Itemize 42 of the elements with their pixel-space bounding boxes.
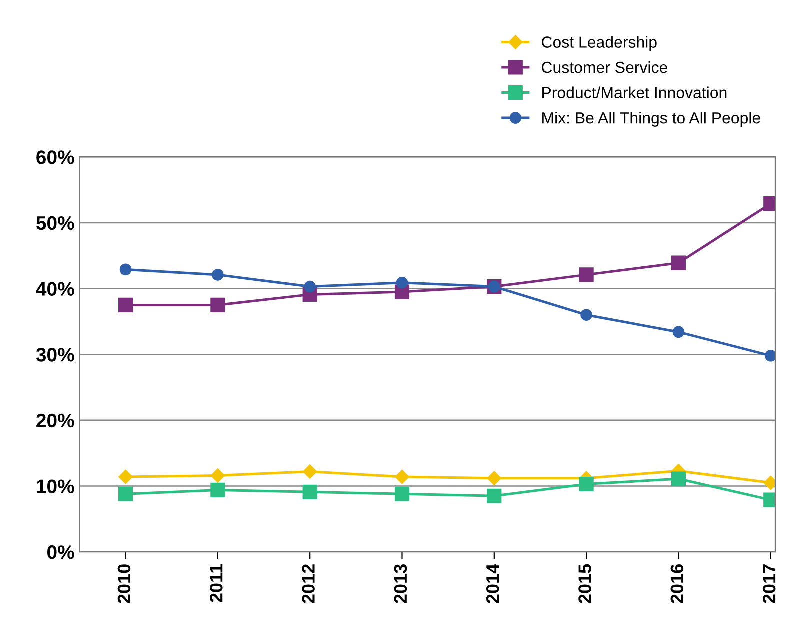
point xyxy=(487,471,502,486)
point xyxy=(487,488,502,504)
point xyxy=(394,486,410,502)
x-tick-label: 2013 xyxy=(394,564,408,604)
x-tick-label: 2010 xyxy=(118,564,131,604)
point xyxy=(672,326,685,338)
legend-label: Customer Service xyxy=(542,62,668,74)
y-tick-label: 10% xyxy=(37,480,74,494)
point xyxy=(120,264,132,276)
point xyxy=(118,486,134,502)
point xyxy=(671,256,686,270)
point xyxy=(671,472,686,486)
x-tick-label: 2015 xyxy=(578,564,592,604)
point xyxy=(579,476,594,492)
point xyxy=(210,482,226,498)
legend-label: Mix: Be All Things to All People xyxy=(542,112,760,127)
point xyxy=(579,268,594,282)
point xyxy=(303,464,318,479)
y-tick-label: 30% xyxy=(36,348,74,362)
y-tick-label: 50% xyxy=(36,216,74,230)
x-tick-label: 2017 xyxy=(762,564,776,604)
x-tick-label: 2012 xyxy=(302,564,315,604)
point xyxy=(210,298,226,313)
point xyxy=(580,309,592,321)
point xyxy=(302,484,318,500)
y-tick-label: 20% xyxy=(36,414,74,428)
point xyxy=(304,280,316,293)
x-tick-label: 2016 xyxy=(670,564,684,604)
point xyxy=(395,470,410,484)
point xyxy=(118,298,134,313)
point xyxy=(764,350,776,362)
x-tick-label: 2011 xyxy=(210,564,223,602)
x-tick-label: 2014 xyxy=(486,564,500,604)
point xyxy=(396,276,408,289)
point xyxy=(212,269,224,281)
legend-label: Product/Market Innovation xyxy=(542,86,727,99)
y-tick-label: 0% xyxy=(48,546,74,560)
y-tick-label: 60% xyxy=(36,150,74,164)
y-tick-label: 40% xyxy=(36,282,74,296)
point xyxy=(118,470,133,484)
point xyxy=(210,468,225,483)
legend-label: Cost Leadership xyxy=(542,36,657,52)
